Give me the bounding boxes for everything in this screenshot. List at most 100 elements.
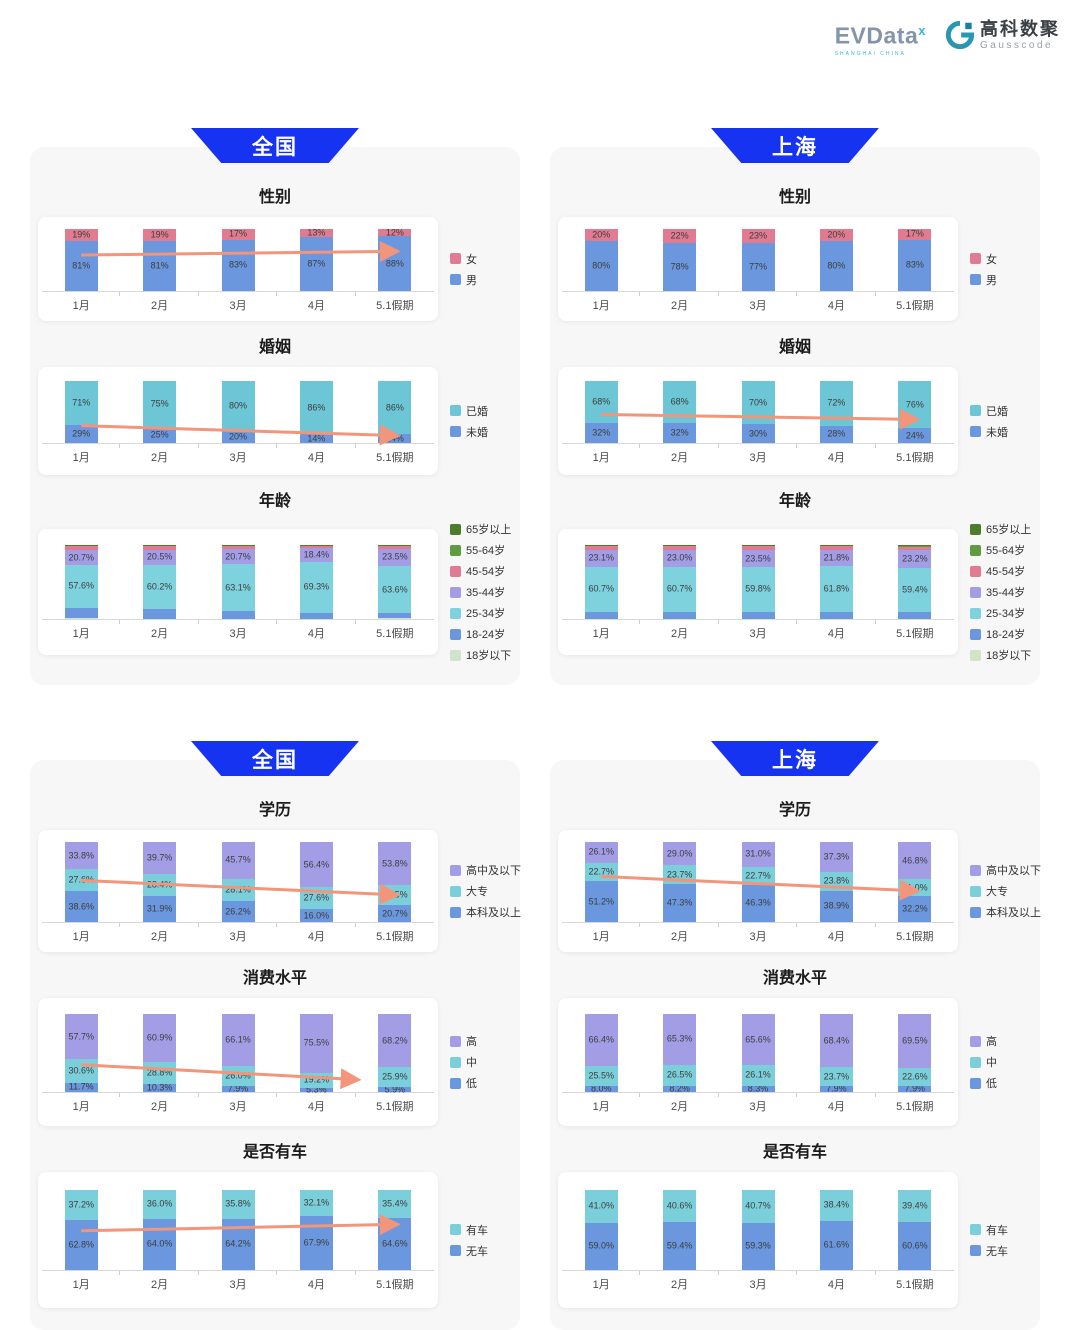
legend-label: 35-44岁 bbox=[466, 584, 505, 600]
bar-segment: 26.5% bbox=[663, 1065, 696, 1086]
x-axis-label: 2月 bbox=[640, 923, 718, 948]
segment-value-label: 21.8% bbox=[813, 553, 859, 562]
stacked-bar: 80%20% bbox=[585, 229, 618, 291]
legend-item: 大专 bbox=[450, 883, 520, 899]
legend-label: 高中及以下 bbox=[466, 862, 521, 878]
x-axis-label: 2月 bbox=[640, 620, 718, 645]
stacked-bar: 63.1%20.7% bbox=[222, 545, 255, 619]
legend-item: 已婚 bbox=[970, 403, 1040, 419]
legend-swatch-icon bbox=[970, 1036, 981, 1047]
bar-segment: 63.6% bbox=[378, 566, 411, 613]
x-axis-label: 4月 bbox=[277, 444, 355, 469]
x-axis-label: 2月 bbox=[640, 1271, 718, 1296]
legend-label: 65岁以上 bbox=[466, 521, 511, 537]
legend-item: 35-44岁 bbox=[970, 584, 1040, 600]
legend-swatch-icon bbox=[970, 253, 981, 264]
x-axis-label: 3月 bbox=[719, 292, 797, 317]
segment-value-label: 23.5% bbox=[372, 553, 418, 562]
stacked-bar: 69.3%18.4% bbox=[300, 545, 333, 619]
legend-label: 中 bbox=[466, 1054, 477, 1070]
x-axis-label: 4月 bbox=[277, 1093, 355, 1118]
legend-item: 高 bbox=[450, 1033, 520, 1049]
segment-value-label: 66.4% bbox=[578, 1036, 624, 1045]
legend-item: 高中及以下 bbox=[450, 862, 520, 878]
bar-segment bbox=[300, 546, 333, 549]
legend-label: 有车 bbox=[986, 1222, 1008, 1238]
x-axis-label: 1月 bbox=[42, 1271, 120, 1296]
plot-area: 59.0%41.0%59.4%40.6%59.3%40.7%61.6%38.4%… bbox=[562, 1190, 954, 1270]
bar-segment: 23.5% bbox=[378, 549, 411, 566]
x-axis-label: 3月 bbox=[719, 1093, 797, 1118]
legend-label: 高中及以下 bbox=[986, 862, 1041, 878]
bar-segment bbox=[222, 611, 255, 619]
legend-swatch-icon bbox=[970, 274, 981, 285]
bar-segment: 22.6% bbox=[898, 1068, 931, 1086]
legend-label: 高 bbox=[986, 1033, 997, 1049]
chart-legend: 已婚未婚 bbox=[958, 403, 1040, 440]
bar-segment bbox=[222, 545, 255, 546]
segment-value-label: 8.2% bbox=[657, 1084, 703, 1093]
legend-label: 已婚 bbox=[986, 403, 1008, 419]
x-axis-label: 4月 bbox=[797, 1093, 875, 1118]
legend-swatch-icon bbox=[450, 886, 461, 897]
legend-item: 45-54岁 bbox=[450, 563, 520, 579]
segment-value-label: 80% bbox=[578, 262, 624, 271]
bar-segment: 20.7% bbox=[65, 550, 98, 565]
bar-segment: 25.5% bbox=[585, 1066, 618, 1086]
bar-segment: 8.3% bbox=[742, 1086, 775, 1092]
legend-item: 18-24岁 bbox=[970, 626, 1040, 642]
chart-row: 38.6%27.6%33.8%31.9%28.4%39.7%26.2%28.1%… bbox=[30, 830, 520, 952]
bar-segment: 63.1% bbox=[222, 564, 255, 611]
legend-label: 男 bbox=[466, 272, 477, 288]
bar-segment bbox=[585, 612, 618, 619]
bar-segment bbox=[898, 545, 931, 547]
chart-legend: 女男 bbox=[438, 251, 520, 288]
chart-title: 婚姻 bbox=[30, 333, 520, 357]
bar-segment bbox=[222, 546, 255, 549]
bar-segment: 18.4% bbox=[300, 548, 333, 562]
bar-segment: 20% bbox=[585, 229, 618, 241]
stacked-bar: 8.3%26.1%65.6% bbox=[742, 1014, 775, 1092]
legend-swatch-icon bbox=[450, 1245, 461, 1256]
bar-segment: 20% bbox=[820, 229, 853, 241]
x-axis-label: 1月 bbox=[42, 444, 120, 469]
segment-value-label: 23.0% bbox=[657, 554, 703, 563]
bar-segment: 65.3% bbox=[663, 1014, 696, 1065]
stacked-bar: 60.6%39.4% bbox=[898, 1190, 931, 1270]
plot-area: 57.6%20.7%60.2%20.5%63.1%20.7%69.3%18.4%… bbox=[42, 545, 434, 619]
legend-swatch-icon bbox=[970, 1057, 981, 1068]
bar-segment bbox=[143, 546, 176, 550]
legend-swatch-icon bbox=[450, 274, 461, 285]
stacked-bar: 60.2%20.5% bbox=[143, 545, 176, 619]
plot-area: 38.6%27.6%33.8%31.9%28.4%39.7%26.2%28.1%… bbox=[42, 842, 434, 922]
legend-swatch-icon bbox=[970, 886, 981, 897]
chart-panel: 57.6%20.7%60.2%20.5%63.1%20.7%69.3%18.4%… bbox=[38, 529, 438, 655]
legend-swatch-icon bbox=[970, 1224, 981, 1235]
chart-title: 学历 bbox=[550, 796, 1040, 820]
segment-value-label: 23% bbox=[735, 232, 781, 241]
x-axis-label: 4月 bbox=[797, 292, 875, 317]
plot-area: 29%71%25%75%20%80%14%86%14%86% bbox=[42, 381, 434, 443]
bar-segment: 23% bbox=[742, 229, 775, 243]
legend-label: 无车 bbox=[466, 1243, 488, 1259]
legend-swatch-icon bbox=[970, 865, 981, 876]
x-axis-label: 3月 bbox=[199, 1093, 277, 1118]
legend-item: 18岁以下 bbox=[970, 647, 1040, 663]
segment-value-label: 60.7% bbox=[578, 585, 624, 594]
bar-segment bbox=[143, 609, 176, 618]
segment-value-label: 65.3% bbox=[657, 1035, 703, 1044]
x-axis-label: 3月 bbox=[719, 620, 797, 645]
bar-segment: 77% bbox=[742, 243, 775, 291]
legend-item: 本科及以上 bbox=[450, 904, 520, 920]
x-axis-label: 5.1假期 bbox=[356, 292, 434, 317]
legend-item: 无车 bbox=[450, 1243, 520, 1259]
